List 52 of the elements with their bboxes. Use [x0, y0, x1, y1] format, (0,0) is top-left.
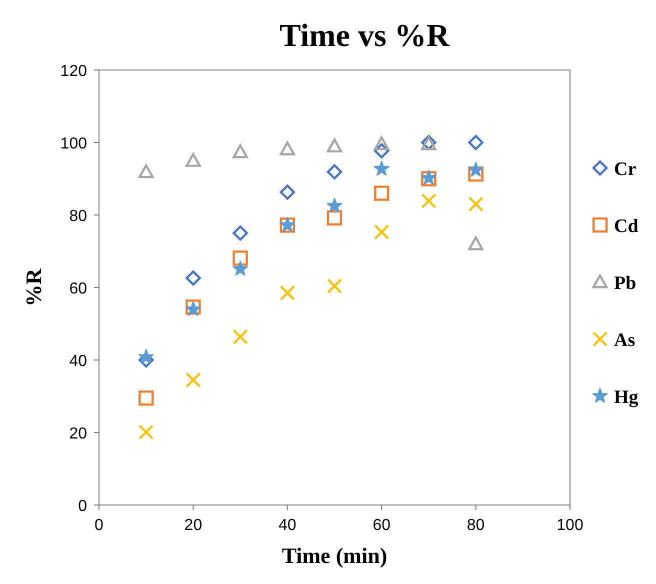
- point: [280, 141, 295, 156]
- point: [326, 278, 342, 294]
- point: [374, 143, 390, 158]
- point: [468, 134, 484, 150]
- y-tick-label: 80: [69, 208, 88, 225]
- point: [421, 193, 436, 208]
- y-tick-label: 0: [78, 498, 88, 515]
- x-tick-label: 0: [94, 517, 104, 534]
- point: [468, 196, 484, 212]
- x-tick-label: 60: [372, 517, 391, 534]
- legend-label: As: [614, 330, 636, 351]
- point: [232, 144, 248, 158]
- chart-title: Time vs %R: [279, 17, 450, 53]
- point: [374, 160, 390, 176]
- x-tick-label: 20: [184, 517, 202, 534]
- y-tick-label: 100: [60, 136, 88, 152]
- point: [232, 260, 248, 276]
- legend-label: Cr: [614, 159, 637, 180]
- point: [280, 184, 295, 200]
- point: [326, 198, 342, 213]
- point: [374, 136, 390, 150]
- point: [374, 186, 390, 201]
- point: [138, 164, 154, 178]
- point: [374, 224, 390, 240]
- x-axis-title: Time (min): [282, 543, 388, 568]
- point: [468, 166, 484, 182]
- point: [232, 226, 248, 241]
- legend-label: Cd: [614, 216, 639, 237]
- point: [326, 210, 342, 226]
- legend-label: Pb: [614, 273, 636, 294]
- point: [326, 164, 342, 180]
- point: [468, 162, 484, 177]
- y-tick-label: 40: [69, 353, 88, 370]
- point: [186, 270, 201, 286]
- point: [232, 329, 248, 344]
- point: [138, 424, 154, 440]
- x-tick-label: 40: [278, 517, 296, 534]
- legend-label: Hg: [614, 387, 639, 408]
- point: [326, 138, 342, 152]
- point: [186, 372, 201, 388]
- point: [232, 250, 248, 266]
- y-tick-label: 120: [60, 63, 88, 80]
- y-tick-label: 60: [69, 280, 88, 298]
- x-tick-label: 80: [466, 517, 485, 534]
- point: [280, 285, 295, 301]
- point: [138, 349, 154, 364]
- y-axis-title: %R: [21, 267, 46, 306]
- point: [138, 390, 154, 406]
- x-tick-label: 100: [556, 517, 584, 534]
- point: [186, 153, 201, 167]
- point: [468, 236, 484, 250]
- y-tick-label: 20: [69, 426, 88, 442]
